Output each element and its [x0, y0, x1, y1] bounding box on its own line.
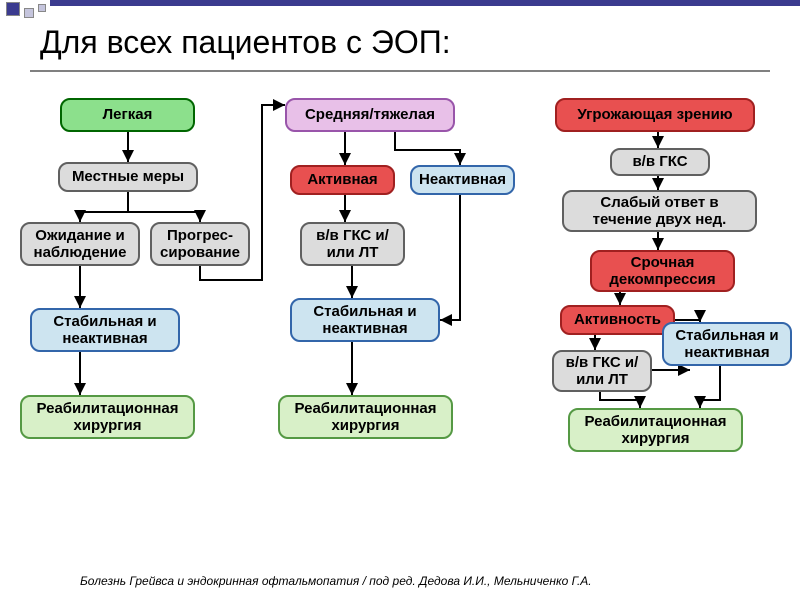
- title-underline: [30, 70, 770, 72]
- flowchart-edge: [600, 392, 640, 408]
- flowchart-node-activity: Активность: [560, 305, 675, 335]
- flowchart-node-local: Местные меры: [58, 162, 198, 192]
- flowchart-diagram: Легкая Местные меры Ожидание и наблюдениеП…: [0, 80, 800, 560]
- flowchart-node-stable1: Стабильная и неактивная: [30, 308, 180, 352]
- deco-bar: [50, 0, 800, 6]
- flowchart-node-stable2: Стабильная и неактивная: [290, 298, 440, 342]
- flowchart-node-rehab2: Реабилитационная хирургия: [278, 395, 453, 439]
- flowchart-node-rehab3: Реабилитационная хирургия: [568, 408, 743, 452]
- deco-square: [38, 4, 46, 12]
- flowchart-edge: [128, 192, 200, 222]
- flowchart-edge: [440, 195, 460, 320]
- flowchart-node-mild: Легкая: [60, 98, 195, 132]
- flowchart-node-ivgcs2: в/в ГКС: [610, 148, 710, 176]
- flowchart-node-active: Активная: [290, 165, 395, 195]
- flowchart-node-stable3: Стабильная и неактивная: [662, 322, 792, 366]
- citation-footer: Болезнь Грейвса и эндокринная офтальмопа…: [80, 574, 592, 588]
- flowchart-node-sight: Угрожающая зрению: [555, 98, 755, 132]
- deco-square: [24, 8, 34, 18]
- deco-square: [6, 2, 20, 16]
- flowchart-node-urgent: Срочная декомпрессия: [590, 250, 735, 292]
- flowchart-node-modsev: Средняя/тяжелая: [285, 98, 455, 132]
- flowchart-edge: [700, 366, 720, 408]
- flowchart-node-rehab1: Реабилитационная хирургия: [20, 395, 195, 439]
- flowchart-node-weak: Слабый ответ в течение двух нед.: [562, 190, 757, 232]
- slide-title: Для всех пациентов с ЭОП:: [40, 24, 451, 61]
- flowchart-node-watch: Ожидание и наблюдение: [20, 222, 140, 266]
- flowchart-edge: [80, 192, 128, 222]
- flowchart-node-inactive: Неактивная: [410, 165, 515, 195]
- flowchart-node-progress: Прогрес-сирование: [150, 222, 250, 266]
- flowchart-node-ivgcs3: в/в ГКС и/или ЛТ: [552, 350, 652, 392]
- flowchart-node-ivgcs1: в/в ГКС и/или ЛТ: [300, 222, 405, 266]
- flowchart-edge: [395, 132, 460, 165]
